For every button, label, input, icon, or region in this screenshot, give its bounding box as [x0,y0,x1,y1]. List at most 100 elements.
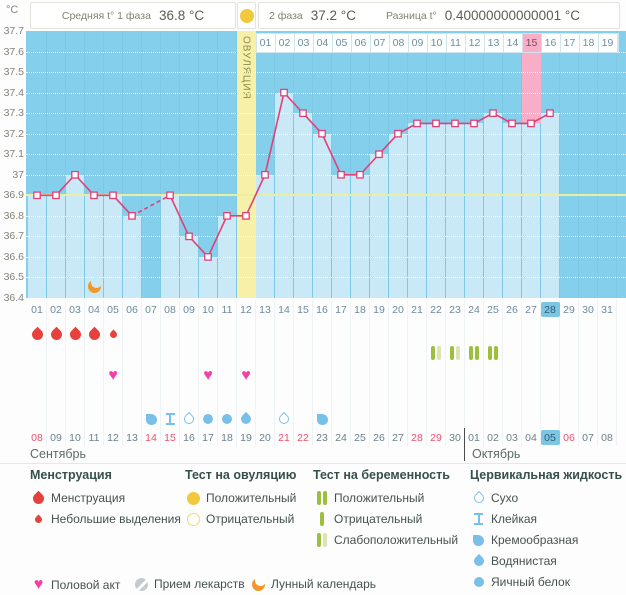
calendar-date-cell[interactable]: 19 [240,431,252,444]
pregnancy-test-cell [427,345,446,361]
calendar-date-cell[interactable]: 14 [145,431,157,444]
cycle-day-cell[interactable]: 08 [164,303,176,316]
temp-column-day-08[interactable] [160,31,180,298]
temp-column-day-19[interactable] [369,31,389,298]
calendar-date-cell[interactable]: 05 [540,430,560,445]
calendar-date-cell[interactable]: 22 [297,431,309,444]
temp-column-day-10[interactable] [198,31,218,298]
calendar-date-cell[interactable]: 28 [411,431,423,444]
temp-column-day-16[interactable] [312,31,332,298]
temp-column-day-21[interactable] [407,31,427,298]
calendar-date-cell[interactable]: 15 [164,431,176,444]
cycle-day-cell[interactable]: 06 [126,303,138,316]
temp-column-day-23[interactable] [445,31,465,298]
calendar-date-cell[interactable]: 12 [107,431,119,444]
legend-label: Кремообразная [491,533,579,547]
temp-column-day-28[interactable] [540,31,560,298]
cycle-day-cell[interactable]: 13 [259,303,271,316]
calendar-date-cell[interactable]: 27 [392,431,404,444]
cycle-day-cell[interactable]: 25 [487,303,499,316]
month-divider [464,428,465,461]
calendar-date-cell[interactable]: 01 [468,431,480,444]
calendar-date-cell[interactable]: 02 [487,431,499,444]
calendar-date-cell[interactable]: 29 [430,431,442,444]
cycle-day-cell[interactable]: 16 [316,303,328,316]
cycle-day-cell[interactable]: 18 [354,303,366,316]
temp-column-day-02[interactable] [46,31,66,298]
cycle-day-cell[interactable]: 02 [50,303,62,316]
calendar-date-cell[interactable]: 06 [563,431,575,444]
temp-column-day-25[interactable] [483,31,503,298]
cycle-day-cell[interactable]: 01 [31,303,43,316]
cycle-day-cell[interactable]: 09 [183,303,195,316]
calendar-date-cell[interactable]: 08 [601,431,613,444]
legend-column: Менструация Менструация Небольшие выделени… [30,468,181,533]
calendar-date-cell[interactable]: 11 [88,431,100,444]
cycle-day-cell[interactable]: 04 [88,303,100,316]
calendar-date-cell[interactable]: 17 [202,431,214,444]
cycle-day-cell[interactable]: 14 [278,303,290,316]
temp-column-day-04[interactable] [84,31,104,298]
cycle-day-cell[interactable]: 20 [392,303,404,316]
temp-column-day-05[interactable] [103,31,123,298]
cycle-day-cell[interactable]: 26 [506,303,518,316]
cycle-day-cell[interactable]: 27 [525,303,537,316]
cycle-day-cell[interactable]: 07 [145,303,157,316]
calendar-date-cell[interactable]: 10 [69,431,81,444]
cycle-day-cell[interactable]: 21 [411,303,423,316]
temp-column-day-20[interactable] [388,31,408,298]
cycle-day-cell[interactable]: 29 [563,303,575,316]
calendar-date-cell[interactable]: 09 [50,431,62,444]
temp-column-day-24[interactable] [464,31,484,298]
pregnancy-test-cell [503,345,522,361]
cycle-day-cell[interactable]: 17 [335,303,347,316]
calendar-date-cell[interactable]: 07 [582,431,594,444]
cycle-day-cell[interactable]: 11 [221,303,233,316]
cycle-day-cell[interactable]: 22 [430,303,442,316]
cycle-day-cell[interactable]: 10 [202,303,214,316]
temp-column-day-01[interactable] [27,31,47,298]
calendar-date-cell[interactable]: 21 [278,431,290,444]
calendar-date-cell[interactable]: 25 [354,431,366,444]
temp-column-day-15[interactable] [293,31,313,298]
cycle-day-cell[interactable]: 12 [240,303,252,316]
gridline [26,256,626,258]
calendar-date-cell[interactable]: 18 [221,431,233,444]
test-bar [475,346,479,360]
temp-column-day-03[interactable] [65,31,85,298]
temp-column-day-13[interactable] [255,31,275,298]
temp-column-day-07[interactable] [142,31,161,298]
temp-column-day-31[interactable] [598,31,617,298]
calendar-date-cell[interactable]: 16 [183,431,195,444]
cycle-day-cell[interactable]: 24 [468,303,480,316]
cycle-day-cell[interactable]: 03 [69,303,81,316]
calendar-date-cell[interactable]: 26 [373,431,385,444]
temp-column-day-18[interactable] [350,31,370,298]
cycle-day-cell[interactable]: 23 [449,303,461,316]
temp-column-day-09[interactable] [179,31,199,298]
cycle-day-cell[interactable]: 15 [297,303,309,316]
temp-column-day-29[interactable] [560,31,579,298]
temp-column-day-22[interactable] [426,31,446,298]
cycle-day-cell[interactable]: 30 [582,303,594,316]
cycle-day-cell[interactable]: 05 [107,303,119,316]
temp-column-day-26[interactable] [502,31,522,298]
calendar-date-cell[interactable]: 20 [259,431,271,444]
cycle-day-cell[interactable]: 28 [540,302,560,317]
temp-column-day-06[interactable] [122,31,142,298]
temp-column-day-30[interactable] [579,31,598,298]
calendar-date-cell[interactable]: 30 [449,431,461,444]
calendar-date-cell[interactable]: 23 [316,431,328,444]
gridline [26,72,626,74]
menstruation-cell [180,326,199,342]
calendar-date-cell[interactable]: 08 [31,431,43,444]
temp-column-day-17[interactable] [331,31,351,298]
temp-column-day-11[interactable] [217,31,237,298]
calendar-date-cell[interactable]: 24 [335,431,347,444]
cycle-day-cell[interactable]: 19 [373,303,385,316]
calendar-date-cell[interactable]: 03 [506,431,518,444]
temp-column-day-14[interactable] [274,31,294,298]
cycle-day-cell[interactable]: 31 [601,303,613,316]
calendar-date-cell[interactable]: 13 [126,431,138,444]
calendar-date-cell[interactable]: 04 [525,431,537,444]
